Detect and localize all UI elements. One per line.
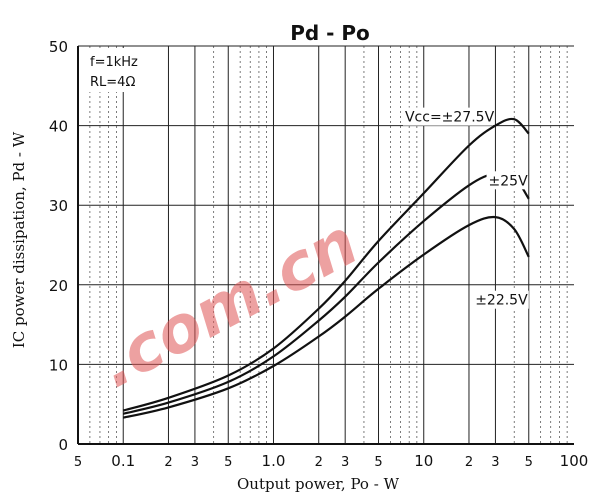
x-tick-label: 3	[191, 455, 199, 470]
series-label-bg	[473, 290, 529, 309]
x-tick-labels: 5 0.1 2 3 5 1.0 2 3 5 10 2 3 5 100	[74, 452, 588, 470]
y-axis-label: IC power dissipation, Pd - W	[10, 131, 28, 348]
y-tick-label: 50	[49, 38, 68, 56]
x-tick-label: 3	[341, 455, 349, 470]
conditions-box: f=1kHz RL=4Ω	[86, 48, 166, 92]
series-label-2: ±22.5V	[475, 293, 528, 309]
x-tick-label: 5	[74, 455, 82, 470]
series-line-0	[122, 117, 530, 412]
x-tick-label: 10	[414, 452, 433, 470]
condition-load: RL=4Ω	[90, 75, 135, 90]
chart-title: Pd - Po	[290, 21, 370, 45]
x-tick-label: 100	[560, 452, 589, 470]
y-tick-label: 10	[49, 356, 68, 374]
y-tick-label: 0	[58, 436, 68, 454]
x-tick-label: 2	[315, 455, 323, 470]
condition-frequency: f=1kHz	[90, 55, 138, 70]
series-label-0: Vcc=±27.5V	[405, 110, 495, 126]
series-label-bg	[402, 107, 493, 126]
x-tick-label: 1.0	[262, 452, 286, 470]
y-tick-labels: 0 10 20 30 40 50	[49, 38, 68, 454]
series-labels: Vcc=±27.5V ±25V ±22.5V	[402, 107, 529, 309]
x-tick-label: 2	[465, 455, 473, 470]
x-axis-label: Output power, Po - W	[237, 475, 400, 493]
grid	[77, 45, 574, 445]
series-line-2	[122, 215, 530, 419]
x-tick-label: 2	[164, 455, 172, 470]
x-tick-label: 5	[224, 455, 232, 470]
y-tick-label: 30	[49, 197, 68, 215]
y-tick-label: 40	[49, 118, 68, 136]
series-label-1: ±25V	[489, 173, 529, 189]
x-tick-label: 3	[491, 455, 499, 470]
conditions-background	[86, 48, 166, 92]
y-tick-label: 20	[49, 277, 68, 295]
series-label-bg	[486, 171, 525, 190]
x-tick-label: 5	[525, 455, 533, 470]
x-tick-label: 5	[374, 455, 382, 470]
x-tick-label: 0.1	[111, 452, 135, 470]
